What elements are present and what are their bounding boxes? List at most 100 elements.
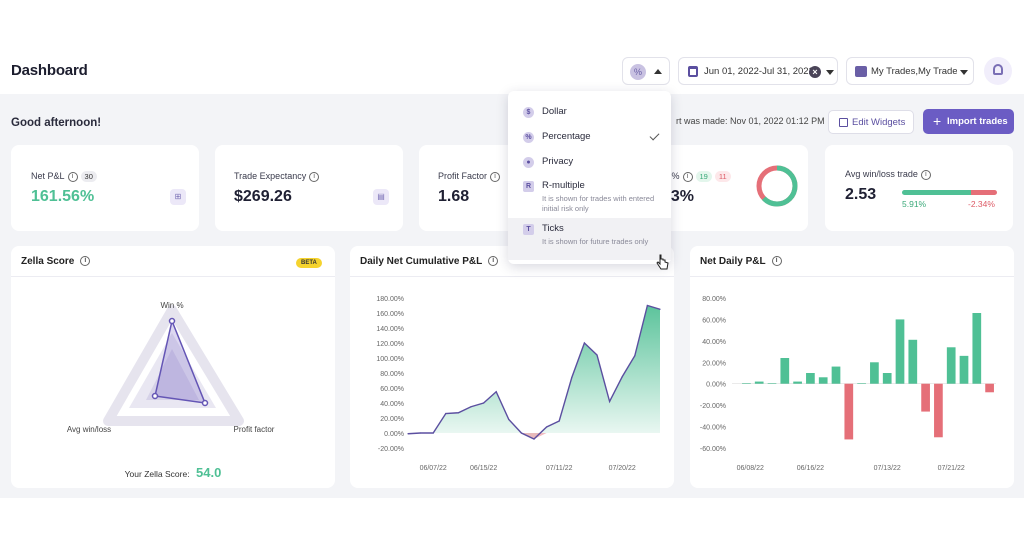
data-point — [571, 376, 573, 379]
avg-win-loss-value: 2.53 — [845, 186, 877, 203]
data-point — [520, 432, 522, 434]
radar-axis-avg-win-loss: Avg win/loss — [67, 425, 111, 434]
menu-item-ticks[interactable]: T Ticks It is shown for future trades on… — [508, 218, 671, 260]
y-tick-label: 40.00% — [702, 339, 726, 346]
data-point — [483, 402, 485, 404]
bar — [934, 383, 943, 438]
y-tick-label: -40.00% — [700, 425, 726, 432]
trade-count-badge: 30 — [80, 171, 97, 183]
clear-date-icon[interactable]: × — [809, 66, 821, 78]
radar-point-avg-win-loss — [151, 392, 159, 400]
info-icon[interactable]: i — [488, 256, 499, 267]
profit-factor-value: 1.68 — [438, 188, 470, 205]
avg-win-text: 5.91% — [902, 199, 927, 209]
import-trades-button[interactable]: + Import trades — [923, 109, 1014, 134]
donut-win-arc — [756, 165, 798, 207]
info-icon[interactable]: i — [309, 171, 320, 182]
y-tick-label: 120.00% — [376, 341, 404, 348]
privacy-icon: ● — [523, 157, 534, 168]
chevron-down-icon — [826, 70, 834, 75]
y-tick-label: 40.00% — [380, 401, 404, 408]
data-point — [558, 420, 560, 422]
profit-factor-label: Profit Factor — [438, 171, 488, 181]
x-tick-label: 06/08/22 — [737, 465, 764, 472]
panel-divider — [11, 276, 335, 277]
y-tick-label: 20.00% — [702, 360, 726, 367]
bar — [806, 373, 815, 384]
avg-win-loss-card: Avg win/loss trade i 2.53 5.91% -2.34% — [825, 145, 1013, 231]
bar — [946, 347, 956, 384]
y-tick-label: 20.00% — [380, 416, 404, 423]
chart-icon: ▤ — [373, 189, 389, 205]
account-icon — [855, 66, 867, 77]
bar — [844, 383, 854, 440]
radar-axis-profit-factor: Profit factor — [234, 425, 275, 434]
info-icon[interactable]: i — [920, 169, 931, 180]
display-mode-menu: $ Dollar % Percentage ● Privacy R R-mult… — [508, 91, 671, 264]
bar — [921, 383, 930, 412]
net-daily-pnl-panel: Net Daily P&L i 80.00% 60.00% 40.00% 20.00% 0… — [690, 246, 1014, 488]
data-point — [596, 354, 598, 356]
zella-score-row: Your Zella Score: 54.0 — [11, 464, 335, 482]
display-mode-selector[interactable]: % — [622, 57, 670, 85]
edit-widgets-button[interactable]: Edit Widgets — [828, 110, 914, 134]
data-point — [407, 433, 409, 435]
avg-loss-bar — [971, 190, 997, 195]
data-point — [508, 418, 510, 421]
calendar-icon — [688, 66, 698, 77]
percent-icon: % — [523, 132, 534, 143]
menu-item-dollar[interactable]: $ Dollar — [508, 103, 671, 123]
data-point — [646, 304, 648, 307]
menu-item-r-multiple[interactable]: R R-multiple It is shown for trades with… — [508, 177, 671, 217]
greeting: Good afternoon! — [11, 117, 102, 129]
data-point — [583, 342, 585, 344]
account-selector[interactable]: My Trades,My Trade... — [846, 57, 974, 85]
data-point — [495, 391, 497, 393]
y-tick-label: -20.00% — [700, 403, 726, 410]
info-icon[interactable]: i — [67, 171, 78, 182]
bar — [895, 319, 905, 384]
info-icon[interactable]: i — [80, 256, 91, 267]
import-trades-label: Import trades — [947, 116, 1008, 127]
data-point — [533, 438, 535, 440]
avg-win-loss-label: Avg win/loss trade — [845, 169, 918, 179]
bar — [831, 366, 841, 384]
y-tick-label: 0.00% — [706, 382, 726, 389]
page-title: Dashboard — [11, 62, 88, 79]
data-point — [420, 432, 422, 434]
win-rate-donut — [756, 165, 798, 207]
bar — [742, 383, 751, 384]
cumulative-area — [408, 305, 660, 439]
negative-area — [521, 433, 547, 439]
radar-point-profit-factor — [201, 399, 209, 407]
top-bar: Dashboard % Jun 01, 2022-Jul 31, 2022 × … — [0, 52, 1024, 92]
zella-title: Zella Score — [21, 256, 75, 267]
cumulative-pnl-chart: 180.00% 160.00% 140.00% 120.00% 100.00% 80.00… — [376, 296, 661, 472]
panel-divider — [690, 276, 1014, 277]
avg-win-bar — [902, 190, 971, 195]
info-icon[interactable]: i — [490, 171, 501, 182]
info-icon[interactable]: i — [771, 256, 782, 267]
net-daily-pnl-chart: 80.00% 60.00% 40.00% 20.00% 0.00% -20.00% -40.… — [700, 296, 996, 472]
date-range-picker[interactable]: Jun 01, 2022-Jul 31, 2022 × — [678, 57, 838, 85]
radar-axis-win: Win % — [160, 301, 183, 310]
bar — [870, 362, 879, 384]
data-point — [457, 412, 459, 414]
chevron-up-icon — [654, 69, 662, 74]
data-point — [546, 426, 548, 428]
notifications-button[interactable] — [984, 57, 1012, 85]
x-tick-label: 07/11/22 — [546, 465, 573, 472]
data-point — [621, 376, 623, 378]
menu-item-privacy[interactable]: ● Privacy — [508, 153, 671, 173]
y-tick-label: 60.00% — [702, 317, 726, 324]
net-pnl-card: Net P&L i 30 161.56% ⊞ — [11, 145, 199, 231]
data-point — [470, 406, 472, 408]
info-icon[interactable]: i — [682, 171, 693, 182]
trade-expectancy-label-row: Trade Expectancy i — [234, 171, 320, 182]
cumulative-title: Daily Net Cumulative P&L — [360, 256, 483, 267]
menu-item-description: It is shown for trades with entered init… — [542, 194, 655, 213]
profit-factor-label-row: Profit Factor i — [438, 171, 501, 182]
menu-item-percentage[interactable]: % Percentage — [508, 128, 671, 148]
net-pnl-value: 161.56% — [31, 188, 95, 205]
